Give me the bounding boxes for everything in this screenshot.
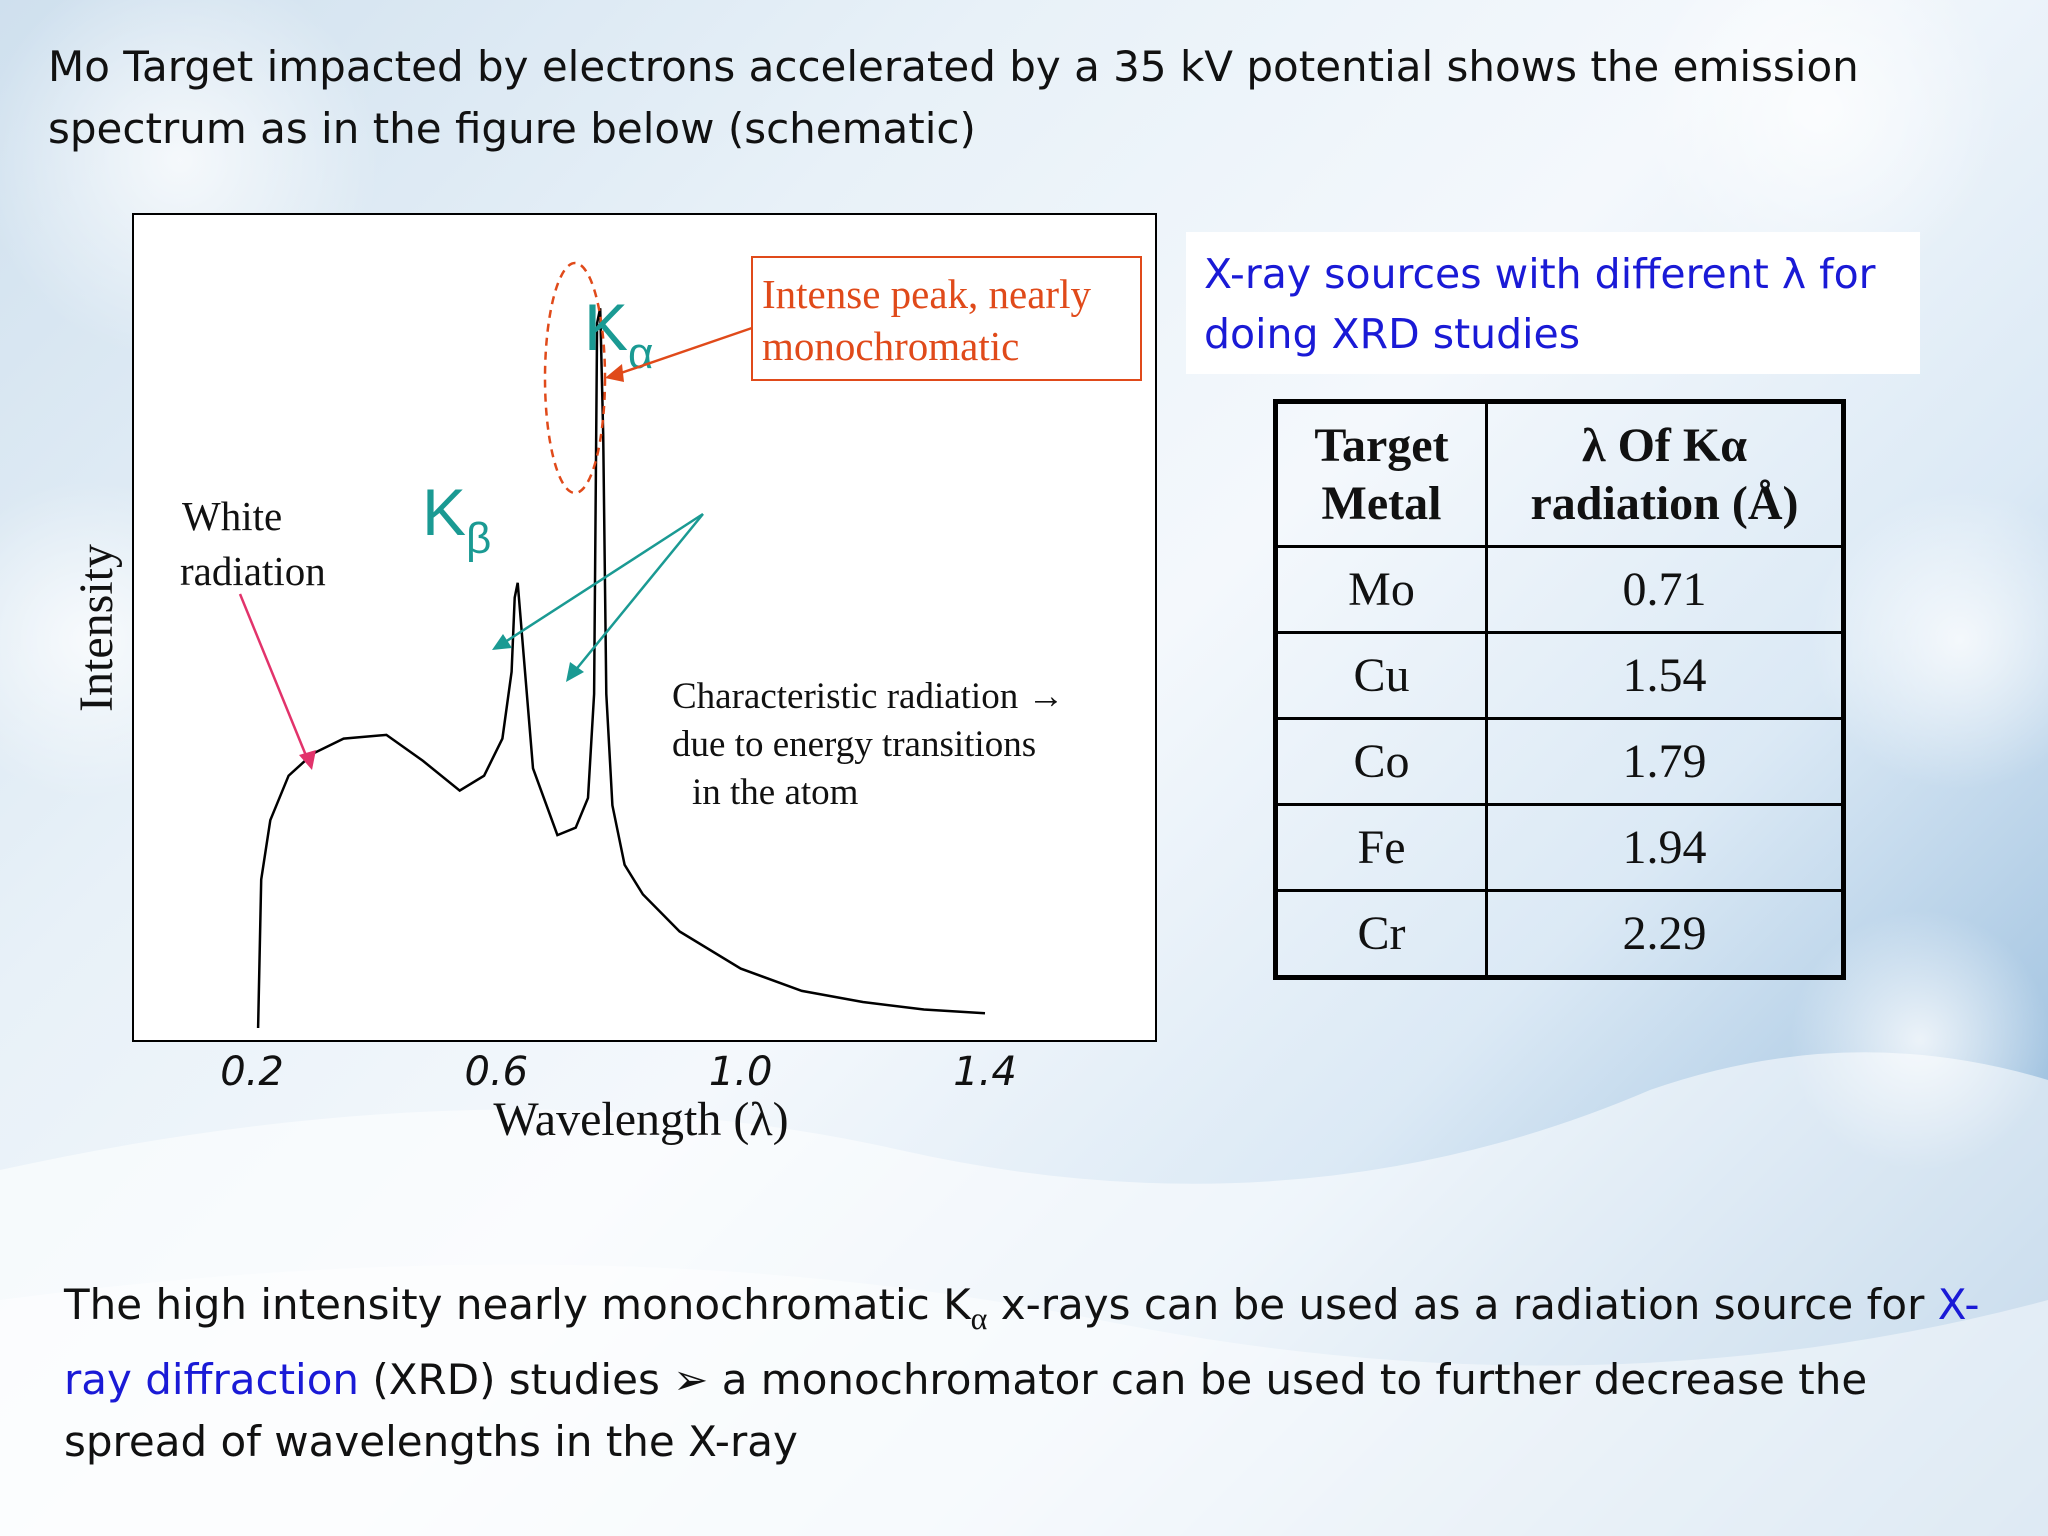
k-beta-pointer-arrowhead — [492, 634, 512, 650]
target-metal-cell: Mo — [1274, 545, 1488, 634]
k-beta-label: Kβ — [422, 475, 491, 563]
table-row: Cu 1.54 — [1274, 631, 1845, 720]
characteristic-line-3: in the atom — [692, 772, 859, 813]
header-radiation-line: radiation (Å) — [1530, 476, 1799, 530]
intense-peak-arrow — [614, 326, 753, 377]
characteristic-line-2: due to energy transitions — [672, 724, 1036, 765]
white-radiation-arrowhead — [299, 750, 316, 770]
white-radiation-arrow — [238, 593, 309, 759]
y-axis-label: Intensity — [70, 544, 123, 712]
header-metal-line: Metal — [1321, 476, 1442, 530]
k-alpha-wavelength-table: Target Metal λ Of Kα radiation (Å) Mo 0.… — [1273, 399, 1846, 980]
target-metal-cell: Fe — [1274, 803, 1488, 892]
wavelength-cell: 0.71 — [1485, 545, 1845, 634]
bottom-text-part-2: x-rays can be used as a radiation source… — [987, 1280, 1938, 1329]
wavelength-cell: 2.29 — [1485, 889, 1845, 979]
spectrum-series-line — [256, 308, 986, 1029]
intense-peak-arrowhead — [605, 364, 624, 382]
intense-peak-callout-box — [751, 256, 1142, 381]
target-metal-cell: Co — [1274, 717, 1488, 806]
header-lambda-line: λ Of Kα — [1581, 418, 1748, 472]
k-alpha-pointer-arrowhead — [566, 662, 584, 682]
header-target-metal: Target Metal — [1274, 400, 1488, 548]
table-row: Cr 2.29 — [1274, 889, 1845, 979]
alpha-subscript: α — [970, 1300, 988, 1336]
x-tick-label: 1.4 — [953, 1049, 1017, 1095]
table-row: Co 1.79 — [1274, 717, 1845, 806]
intense-peak-line-1: Intense peak, nearly — [762, 271, 1091, 317]
white-radiation-line-2: radiation — [180, 548, 326, 594]
table-row: Fe 1.94 — [1274, 803, 1845, 892]
white-radiation-line-1: White — [182, 493, 282, 539]
x-tick-label: 1.0 — [709, 1049, 773, 1095]
intro-text: Mo Target impacted by electrons accelera… — [48, 42, 1859, 153]
wavelength-cell: 1.94 — [1485, 803, 1845, 892]
bottom-text-part-3: (XRD) studies ➢ a monochromator can be u… — [64, 1355, 1868, 1466]
k-alpha-label: Kα — [584, 290, 653, 378]
characteristic-line-1: Characteristic radiation → — [672, 676, 1064, 717]
xray-sources-box: X-ray sources with different λ for doing… — [1186, 232, 1920, 374]
k-beta-pointer-arrow — [501, 512, 704, 646]
k-alpha-pointer-arrow — [573, 513, 704, 673]
x-tick-label: 0.2 — [220, 1049, 284, 1095]
wavelength-cell: 1.54 — [1485, 631, 1845, 720]
x-axis-label: Wavelength (λ) — [493, 1093, 788, 1146]
target-metal-cell: Cr — [1274, 889, 1488, 979]
bottom-text-part-1: The high intensity nearly monochromatic … — [64, 1280, 971, 1329]
wavelength-cell: 1.79 — [1485, 717, 1845, 806]
header-target-line: Target — [1314, 418, 1449, 472]
x-axis-ticks: 0.2 0.6 1.0 1.4 — [220, 1049, 1017, 1095]
table-row: Mo 0.71 — [1274, 545, 1845, 634]
target-metal-cell: Cu — [1274, 631, 1488, 720]
table-header-row: Target Metal λ Of Kα radiation (Å) — [1274, 400, 1845, 548]
header-lambda-k-alpha: λ Of Kα radiation (Å) — [1485, 400, 1845, 548]
bottom-text: The high intensity nearly monochromatic … — [64, 1274, 1984, 1473]
xray-diffraction-link[interactable]: X-ray diffraction — [64, 1280, 1980, 1404]
x-tick-label: 0.6 — [465, 1049, 529, 1095]
intense-peak-line-2: monochromatic — [762, 323, 1019, 369]
